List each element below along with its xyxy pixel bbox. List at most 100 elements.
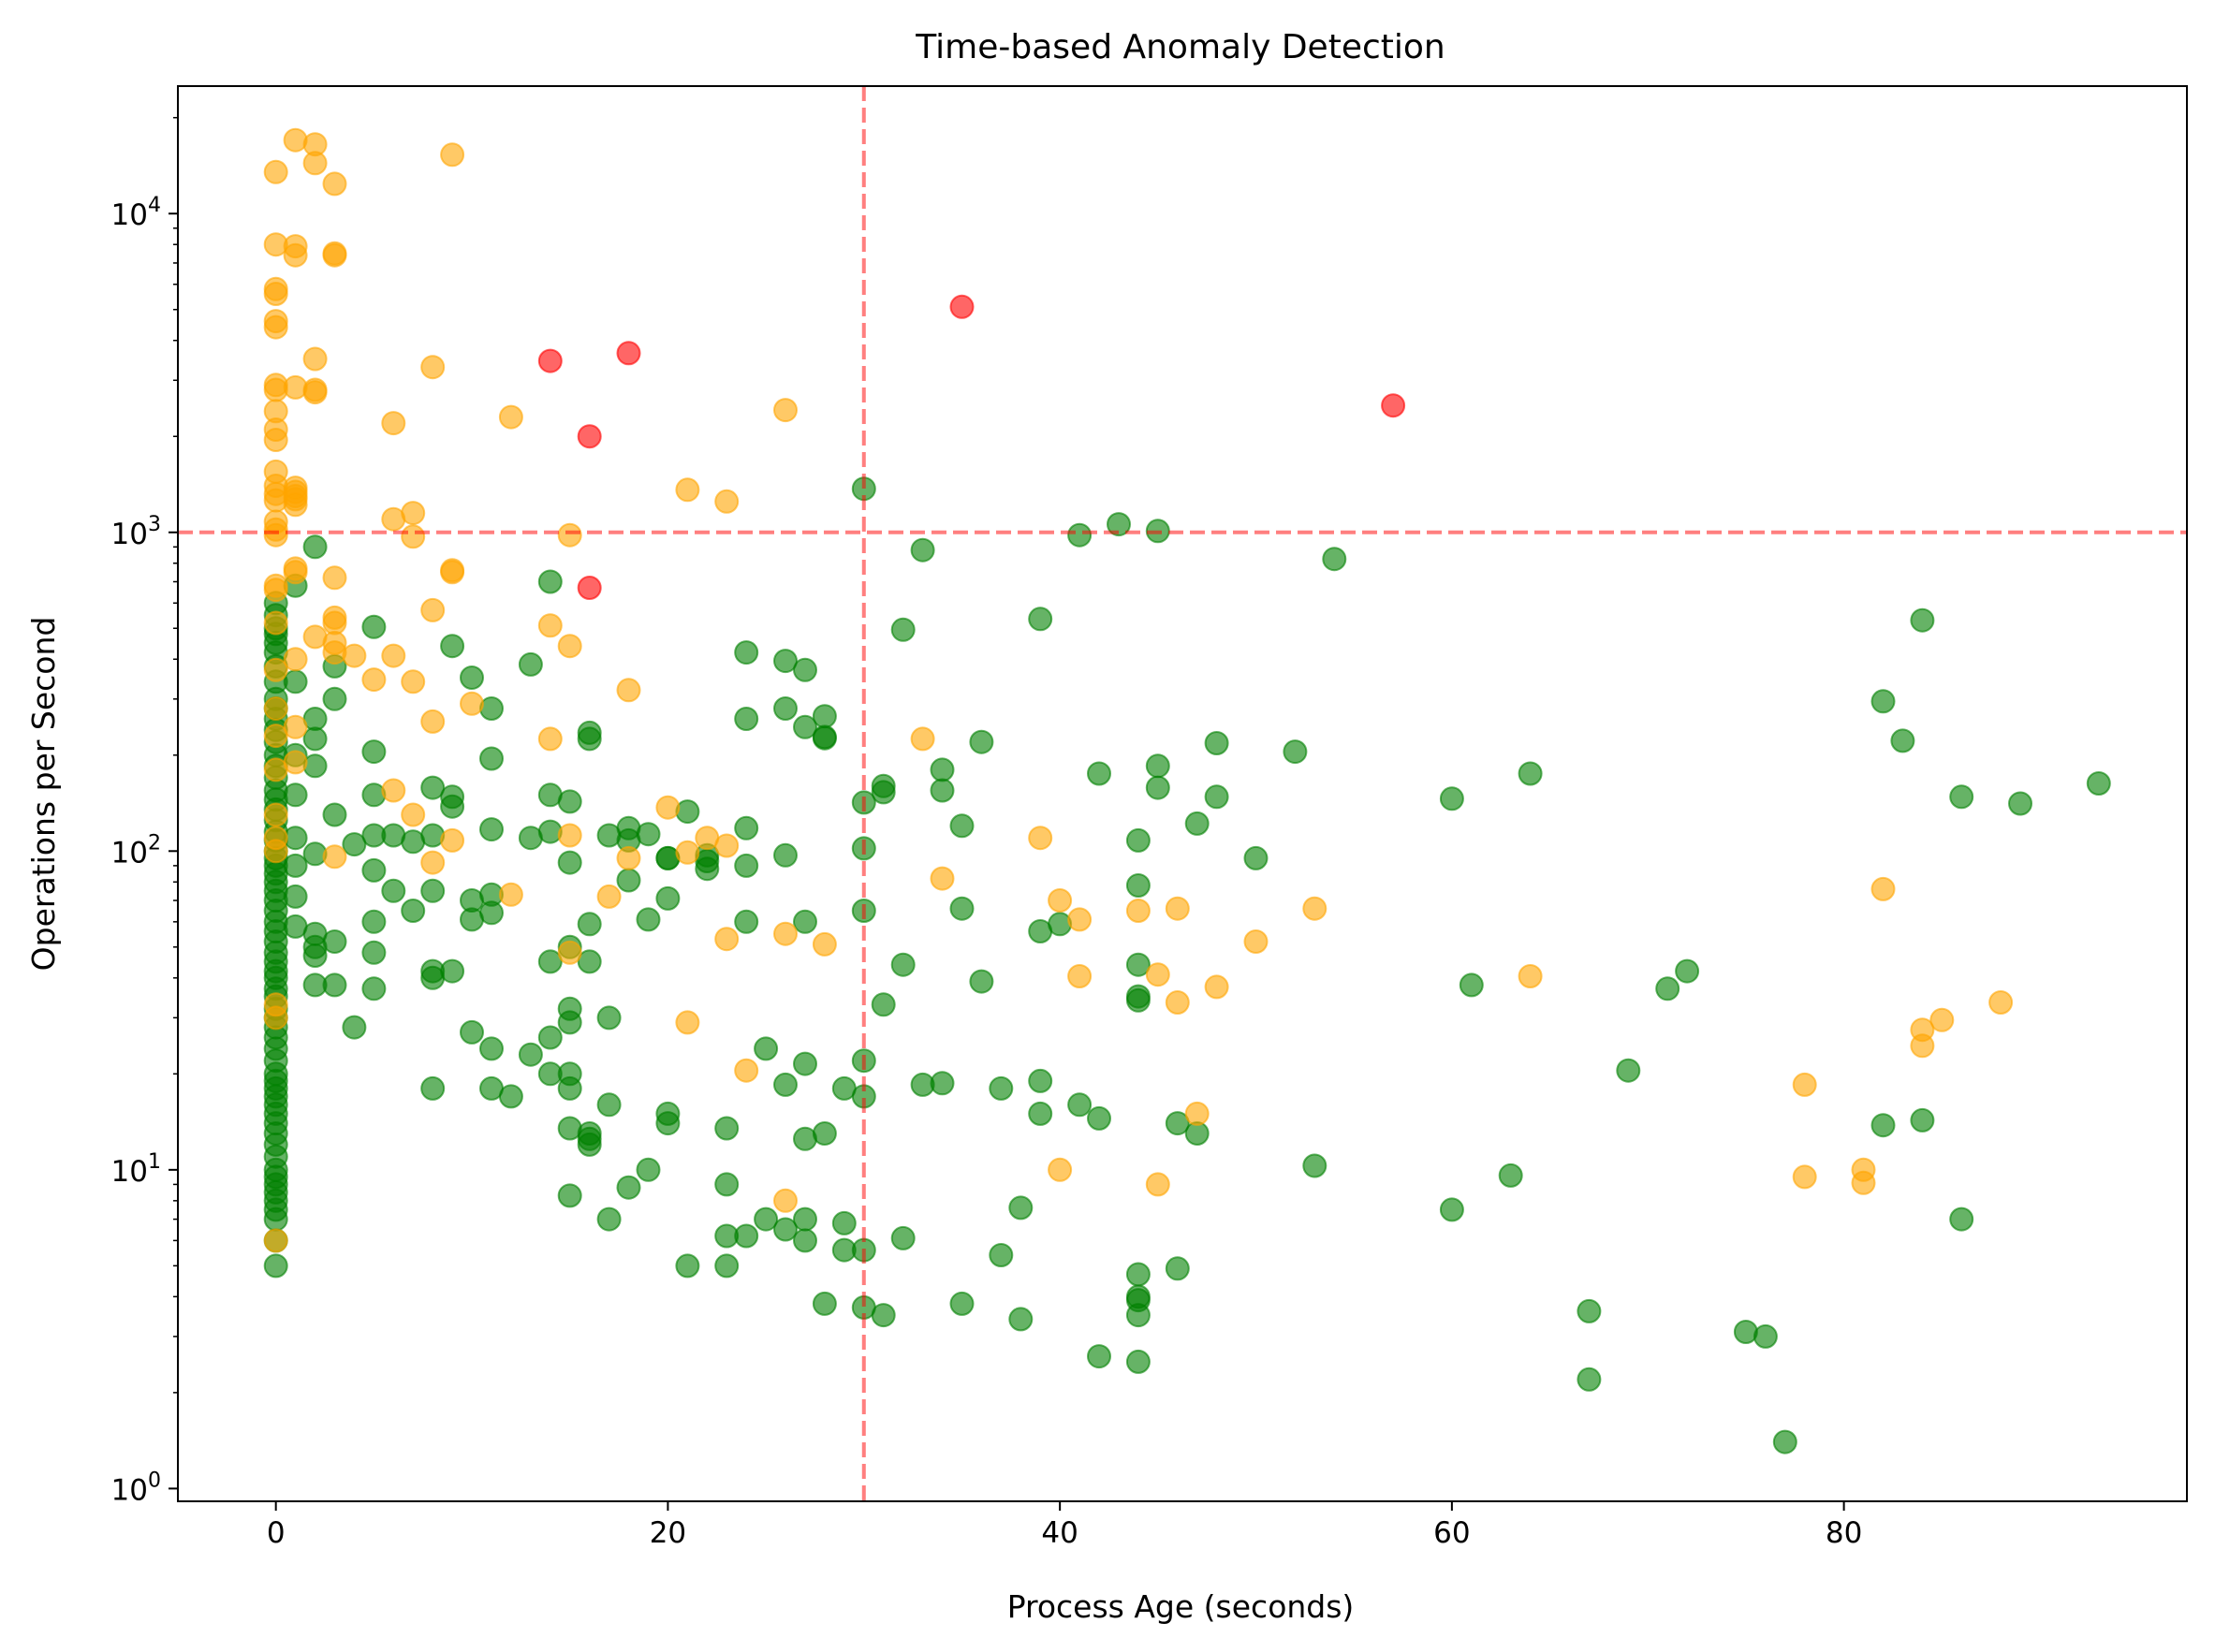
data-point <box>283 492 308 518</box>
data-point <box>401 501 426 526</box>
data-point <box>714 833 740 858</box>
data-point <box>420 597 446 622</box>
data-point <box>322 565 347 591</box>
data-point <box>754 1036 779 1061</box>
data-point <box>518 1042 543 1067</box>
data-point <box>871 780 896 805</box>
data-point <box>263 802 288 827</box>
data-point <box>283 714 308 739</box>
data-point <box>1910 607 1935 633</box>
plot-area <box>178 86 2187 1501</box>
data-point <box>460 691 484 716</box>
data-point <box>596 884 622 909</box>
x-tick-label: 0 <box>267 1516 286 1550</box>
data-point <box>1890 728 1915 753</box>
data-point <box>734 815 759 841</box>
series-1 <box>263 127 2014 1253</box>
data-point <box>773 1217 798 1242</box>
data-point <box>714 927 740 952</box>
data-point <box>537 1025 563 1050</box>
data-point <box>675 840 700 865</box>
data-point <box>1067 1092 1093 1118</box>
data-point <box>596 1005 622 1031</box>
data-point <box>479 746 504 771</box>
data-point <box>1204 974 1229 1000</box>
data-point <box>1125 827 1151 853</box>
data-point <box>1165 990 1190 1015</box>
data-point <box>793 1228 817 1253</box>
data-point <box>420 850 446 875</box>
data-point <box>949 294 975 319</box>
y-tick-label: 101 <box>111 1150 161 1189</box>
data-point <box>401 899 426 923</box>
data-point <box>871 992 896 1017</box>
data-point <box>498 1084 523 1109</box>
data-point <box>440 634 465 659</box>
data-point <box>342 832 367 857</box>
data-point <box>1125 952 1151 977</box>
data-point <box>1929 1007 1955 1032</box>
data-point <box>420 878 446 903</box>
data-point <box>498 404 523 430</box>
data-point <box>616 341 641 366</box>
data-point <box>616 1175 641 1200</box>
data-point <box>734 853 759 878</box>
data-point <box>714 1172 740 1197</box>
data-point <box>440 142 465 168</box>
x-tick-label: 20 <box>650 1516 686 1550</box>
data-point <box>1165 1111 1190 1136</box>
data-point <box>1184 1101 1210 1126</box>
data-point <box>401 669 426 694</box>
data-point <box>734 1058 759 1083</box>
data-point <box>596 1092 622 1118</box>
data-point <box>1870 876 1896 901</box>
data-point <box>263 696 288 721</box>
data-point <box>263 1228 288 1253</box>
data-point <box>440 958 465 984</box>
data-point <box>1184 811 1210 836</box>
data-point <box>518 651 543 677</box>
data-point <box>1145 1172 1170 1197</box>
y-tick-label: 100 <box>111 1469 161 1507</box>
data-point <box>283 127 308 153</box>
data-point <box>636 1157 661 1182</box>
data-point <box>361 857 387 883</box>
data-point <box>263 428 288 452</box>
data-point <box>890 952 916 977</box>
data-point <box>1870 1113 1896 1138</box>
data-point <box>1439 786 1464 811</box>
data-point <box>675 477 700 503</box>
data-point <box>616 678 641 703</box>
data-point <box>1008 1195 1034 1221</box>
data-point <box>401 802 426 827</box>
data-point <box>342 643 367 668</box>
data-point <box>302 380 328 405</box>
data-point <box>283 669 308 694</box>
data-point <box>460 1019 484 1045</box>
data-point <box>381 643 406 668</box>
data-point <box>302 753 328 779</box>
data-point <box>479 817 504 842</box>
data-point <box>263 1253 288 1279</box>
data-point <box>1165 896 1190 921</box>
data-point <box>322 929 347 954</box>
data-point <box>283 750 308 775</box>
data-point <box>537 726 563 752</box>
data-point <box>1067 522 1093 548</box>
data-point <box>969 729 994 754</box>
data-point <box>302 943 328 968</box>
data-point <box>263 522 288 548</box>
data-point <box>420 1075 446 1101</box>
data-point <box>754 1206 779 1232</box>
data-point <box>734 909 759 934</box>
data-point <box>734 707 759 731</box>
data-point <box>1302 896 1328 921</box>
data-point <box>302 346 328 372</box>
data-point <box>812 1291 837 1316</box>
data-point <box>714 1116 740 1141</box>
data-point <box>1125 873 1151 898</box>
data-point <box>263 577 288 603</box>
data-point <box>498 882 523 907</box>
data-point <box>2008 791 2032 816</box>
data-point <box>302 151 328 176</box>
